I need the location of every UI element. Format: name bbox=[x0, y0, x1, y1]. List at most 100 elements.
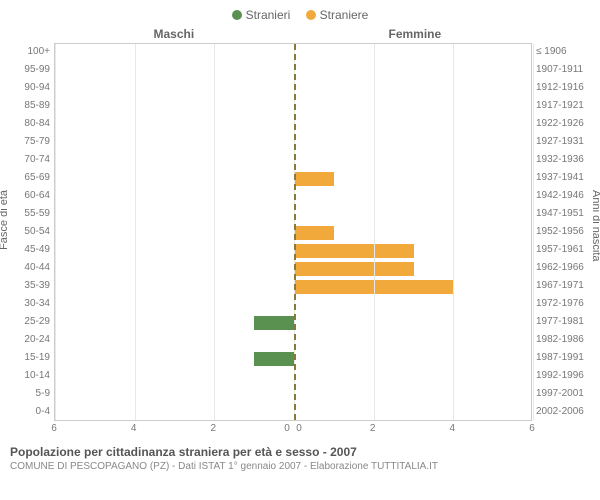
year-label: 1987-1991 bbox=[532, 349, 590, 367]
table-row bbox=[55, 242, 531, 260]
table-row bbox=[55, 260, 531, 278]
year-label: 1972-1976 bbox=[532, 295, 590, 313]
age-label: 45-49 bbox=[10, 241, 54, 259]
year-label: 1962-1966 bbox=[532, 259, 590, 277]
yaxis-left: 100+95-9990-9485-8980-8475-7970-7465-696… bbox=[10, 43, 54, 421]
age-label: 0-4 bbox=[10, 403, 54, 421]
gridline bbox=[135, 44, 136, 420]
bar-rows bbox=[55, 44, 531, 422]
bar-male bbox=[254, 316, 294, 330]
year-label: 1937-1941 bbox=[532, 169, 590, 187]
circle-icon bbox=[306, 10, 316, 20]
table-row bbox=[55, 278, 531, 296]
table-row bbox=[55, 296, 531, 314]
age-label: 60-64 bbox=[10, 187, 54, 205]
year-label: 1942-1946 bbox=[532, 187, 590, 205]
footer-title: Popolazione per cittadinanza straniera p… bbox=[10, 445, 590, 459]
age-label: 25-29 bbox=[10, 313, 54, 331]
year-label: 1927-1931 bbox=[532, 133, 590, 151]
column-headers: Maschi Femmine bbox=[10, 27, 590, 43]
year-label: 1932-1936 bbox=[532, 151, 590, 169]
year-label: 1907-1911 bbox=[532, 61, 590, 79]
yaxis-right-title: Anni di nascita bbox=[590, 190, 600, 262]
age-label: 100+ bbox=[10, 43, 54, 61]
bar-female bbox=[294, 262, 414, 276]
table-row bbox=[55, 62, 531, 80]
year-label: 1957-1961 bbox=[532, 241, 590, 259]
xtick-label: 2 bbox=[370, 423, 376, 434]
year-label: 1992-1996 bbox=[532, 367, 590, 385]
header-female: Femmine bbox=[389, 27, 442, 41]
age-label: 5-9 bbox=[10, 385, 54, 403]
xaxis: 6 4 2 00 2 4 6 bbox=[54, 423, 532, 437]
age-label: 55-59 bbox=[10, 205, 54, 223]
table-row bbox=[55, 368, 531, 386]
legend: Stranieri Straniere bbox=[10, 8, 590, 23]
year-label: ≤ 1906 bbox=[532, 43, 590, 61]
yaxis-left-title: Fasce di età bbox=[0, 190, 10, 250]
age-label: 90-94 bbox=[10, 79, 54, 97]
age-label: 75-79 bbox=[10, 133, 54, 151]
year-label: 1967-1971 bbox=[532, 277, 590, 295]
table-row bbox=[55, 152, 531, 170]
age-label: 40-44 bbox=[10, 259, 54, 277]
table-row bbox=[55, 170, 531, 188]
age-label: 65-69 bbox=[10, 169, 54, 187]
legend-male-label: Stranieri bbox=[246, 8, 291, 22]
footer-subtitle: COMUNE DI PESCOPAGANO (PZ) - Dati ISTAT … bbox=[10, 461, 590, 472]
gridline bbox=[55, 44, 56, 420]
table-row bbox=[55, 134, 531, 152]
age-label: 15-19 bbox=[10, 349, 54, 367]
header-male: Maschi bbox=[154, 27, 195, 41]
table-row bbox=[55, 188, 531, 206]
age-label: 85-89 bbox=[10, 97, 54, 115]
table-row bbox=[55, 44, 531, 62]
table-row bbox=[55, 350, 531, 368]
bar-female bbox=[294, 244, 414, 258]
year-label: 1922-1926 bbox=[532, 115, 590, 133]
table-row bbox=[55, 80, 531, 98]
year-label: 1982-1986 bbox=[532, 331, 590, 349]
circle-icon bbox=[232, 10, 242, 20]
legend-female: Straniere bbox=[306, 8, 369, 22]
xtick-label: 6 bbox=[51, 423, 57, 434]
bar-female bbox=[294, 172, 334, 186]
age-label: 80-84 bbox=[10, 115, 54, 133]
xtick-label: 0 bbox=[296, 423, 302, 434]
year-label: 1997-2001 bbox=[532, 385, 590, 403]
table-row bbox=[55, 386, 531, 404]
xtick-label: 6 bbox=[529, 423, 535, 434]
gridline bbox=[214, 44, 215, 420]
table-row bbox=[55, 404, 531, 422]
year-label: 2002-2006 bbox=[532, 403, 590, 421]
year-label: 1912-1916 bbox=[532, 79, 590, 97]
table-row bbox=[55, 332, 531, 350]
age-label: 30-34 bbox=[10, 295, 54, 313]
xtick-label: 0 bbox=[284, 423, 290, 434]
year-label: 1917-1921 bbox=[532, 97, 590, 115]
gridline bbox=[533, 44, 534, 420]
year-label: 1977-1981 bbox=[532, 313, 590, 331]
age-label: 10-14 bbox=[10, 367, 54, 385]
age-label: 50-54 bbox=[10, 223, 54, 241]
table-row bbox=[55, 116, 531, 134]
xtick-label: 4 bbox=[450, 423, 456, 434]
age-label: 70-74 bbox=[10, 151, 54, 169]
legend-male: Stranieri bbox=[232, 8, 291, 22]
gridline bbox=[453, 44, 454, 420]
gridline bbox=[374, 44, 375, 420]
bar-female bbox=[294, 226, 334, 240]
age-label: 35-39 bbox=[10, 277, 54, 295]
plot-wrap: 100+95-9990-9485-8980-8475-7970-7465-696… bbox=[10, 43, 590, 421]
year-label: 1952-1956 bbox=[532, 223, 590, 241]
table-row bbox=[55, 206, 531, 224]
table-row bbox=[55, 98, 531, 116]
age-label: 20-24 bbox=[10, 331, 54, 349]
chart-container: Stranieri Straniere Fasce di età Anni di… bbox=[0, 0, 600, 500]
table-row bbox=[55, 314, 531, 332]
xtick-label: 2 bbox=[211, 423, 217, 434]
xtick-label: 4 bbox=[131, 423, 137, 434]
legend-female-label: Straniere bbox=[320, 8, 369, 22]
plot-area bbox=[54, 43, 532, 421]
bar-male bbox=[254, 352, 294, 366]
